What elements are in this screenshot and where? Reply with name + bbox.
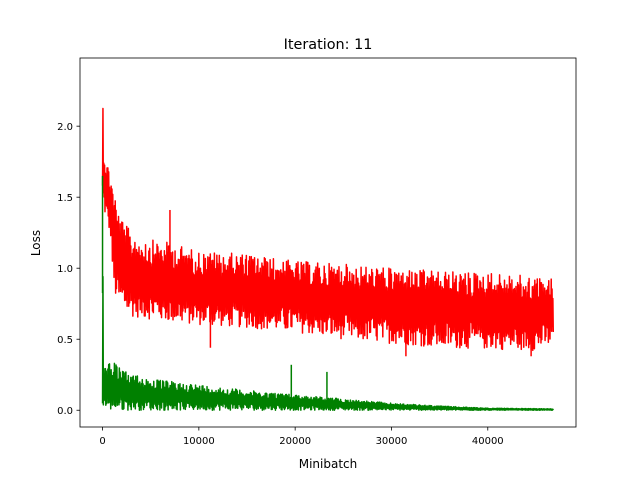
series-1-line [101,107,555,357]
y-tick-label: 0.0 [57,406,73,417]
y-tick-label: 1.5 [57,193,73,204]
y-axis: 0.0 0.5 1.0 1.5 2.0 [57,122,80,417]
series-2-trace [101,275,554,411]
x-tick-label: 10000 [183,436,215,447]
y-tick-label: 2.0 [57,122,73,133]
x-axis-label: Minibatch [299,457,358,471]
y-tick-label: 0.5 [57,335,73,346]
series-1-trace [101,107,555,352]
series-layer [101,107,555,411]
x-tick-label: 40000 [472,436,504,447]
plot-area-frame [79,57,577,428]
x-axis: 0 10000 20000 30000 40000 [99,427,504,447]
y-tick-label: 1.0 [57,264,73,275]
y-axis-label: Loss [29,230,43,256]
chart-title: Iteration: 11 [284,37,373,53]
x-tick-label: 30000 [376,436,408,447]
x-tick-label: 0 [99,436,105,447]
series-2-line [101,175,554,411]
x-tick-label: 20000 [279,436,311,447]
